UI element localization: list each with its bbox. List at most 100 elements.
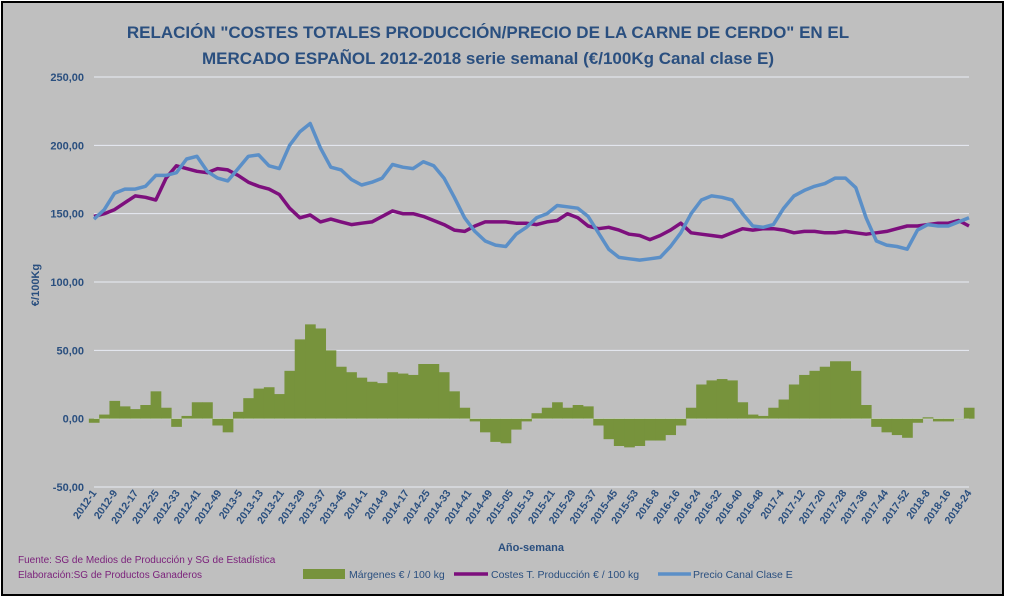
margin-bar (325, 350, 337, 419)
margin-bar (613, 418, 625, 446)
margin-bar (552, 402, 563, 419)
margin-bar (88, 418, 100, 423)
margin-bar (130, 409, 141, 419)
y-axis-title: €/100Kg (30, 264, 42, 306)
margin-bar (706, 380, 718, 419)
margin-bar (644, 418, 656, 441)
source-note: Fuente: SG de Medios de Producción y SG … (18, 555, 276, 566)
series-lines (92, 121, 970, 262)
margin-bar (593, 418, 604, 426)
margin-bar (407, 374, 419, 419)
margin-bar (490, 418, 502, 442)
margin-bar (109, 400, 121, 419)
margin-bar (696, 384, 707, 419)
margin-bar (603, 418, 615, 440)
margin-bar (902, 418, 913, 438)
margin-bar (768, 407, 779, 419)
margin-bar (953, 418, 965, 420)
margin-bar (222, 418, 234, 433)
margin-bar (140, 405, 152, 419)
margin-bars (88, 324, 975, 448)
margin-bar (253, 388, 265, 419)
margin-bar (572, 405, 584, 419)
price-series-line (92, 121, 970, 262)
margin-bar (284, 370, 296, 419)
margin-bar (830, 361, 841, 419)
margin-bar (212, 418, 224, 426)
margin-bar (634, 418, 646, 446)
x-axis-title: Año-semana (498, 542, 565, 554)
margin-bar (655, 418, 666, 441)
margin-bar (243, 398, 254, 419)
margin-bar (840, 361, 852, 419)
margin-bar (809, 370, 821, 419)
margin-bar (377, 383, 388, 419)
margin-bar (778, 399, 790, 419)
legend: Márgenes € / 100 kg Costes T. Producción… (303, 569, 793, 581)
margin-bar (799, 374, 810, 419)
y-tick-label: 0,00 (63, 414, 84, 426)
margin-bar (932, 418, 944, 422)
margin-bar (449, 391, 460, 419)
y-tick-label: 250,00 (50, 72, 84, 84)
margin-bar (305, 324, 316, 419)
margin-bar (881, 418, 893, 433)
margin-bar (202, 402, 213, 419)
margin-bar (459, 407, 471, 419)
margin-bar (871, 418, 882, 427)
margin-bar (582, 406, 594, 419)
margin-bar (562, 407, 574, 419)
margin-bar (963, 407, 975, 419)
margin-bar (469, 418, 481, 422)
margin-bar (366, 381, 378, 419)
elaboration-note: Elaboración:SG de Productos Ganaderos (18, 570, 202, 581)
margin-bar (685, 407, 697, 419)
margin-bar (737, 402, 749, 419)
margin-bar (480, 418, 491, 433)
margin-bar (510, 418, 522, 430)
legend-label-costs: Costes T. Producción € / 100 kg (491, 569, 639, 581)
margin-bar (757, 415, 769, 419)
margin-bar (150, 391, 162, 419)
margin-bar (912, 418, 924, 423)
y-tick-label: -50,00 (53, 482, 84, 494)
y-tick-label: 100,00 (50, 277, 84, 289)
margin-bar (294, 339, 306, 419)
margin-bar (397, 373, 409, 419)
margin-bar (263, 387, 275, 419)
margin-bar (860, 405, 872, 419)
legend-label-margins: Márgenes € / 100 kg (349, 569, 445, 581)
margin-bar (171, 418, 182, 427)
margin-bar (541, 407, 553, 419)
margin-bar (675, 418, 687, 426)
margin-bar (181, 415, 193, 419)
legend-swatch-margins (303, 569, 345, 579)
margin-bar (819, 366, 831, 419)
margin-bar (335, 366, 347, 419)
chart-title-line-1: RELACIÓN "COSTES TOTALES PRODUCCIÓN/PREC… (127, 23, 849, 42)
margin-bar (531, 413, 543, 419)
margin-bar (387, 372, 399, 419)
margin-bar (356, 377, 368, 419)
margin-bar (438, 372, 450, 419)
y-axis-ticks: -50,00 0,00 50,00 100,00 150,00 200,00 250,00 (50, 72, 84, 494)
margin-bar (119, 406, 131, 419)
margin-bar (747, 414, 759, 419)
margin-bar (274, 394, 285, 419)
margin-bar (891, 418, 903, 436)
margin-bar (315, 328, 327, 419)
margin-bar (943, 418, 954, 422)
margin-bar (850, 370, 862, 419)
margin-bar (922, 417, 934, 419)
y-tick-label: 50,00 (56, 345, 84, 357)
margin-bar (727, 380, 738, 419)
legend-label-price: Precio Canal Clase E (693, 569, 793, 581)
margin-bar (716, 379, 728, 419)
margin-bar (160, 407, 172, 419)
margin-bar (346, 372, 357, 419)
margin-bar (99, 414, 110, 419)
margin-bar (191, 402, 203, 419)
margin-bar (788, 384, 800, 419)
x-axis-ticks: 2012-12012-92012-172012-252012-332012-41… (71, 488, 975, 527)
